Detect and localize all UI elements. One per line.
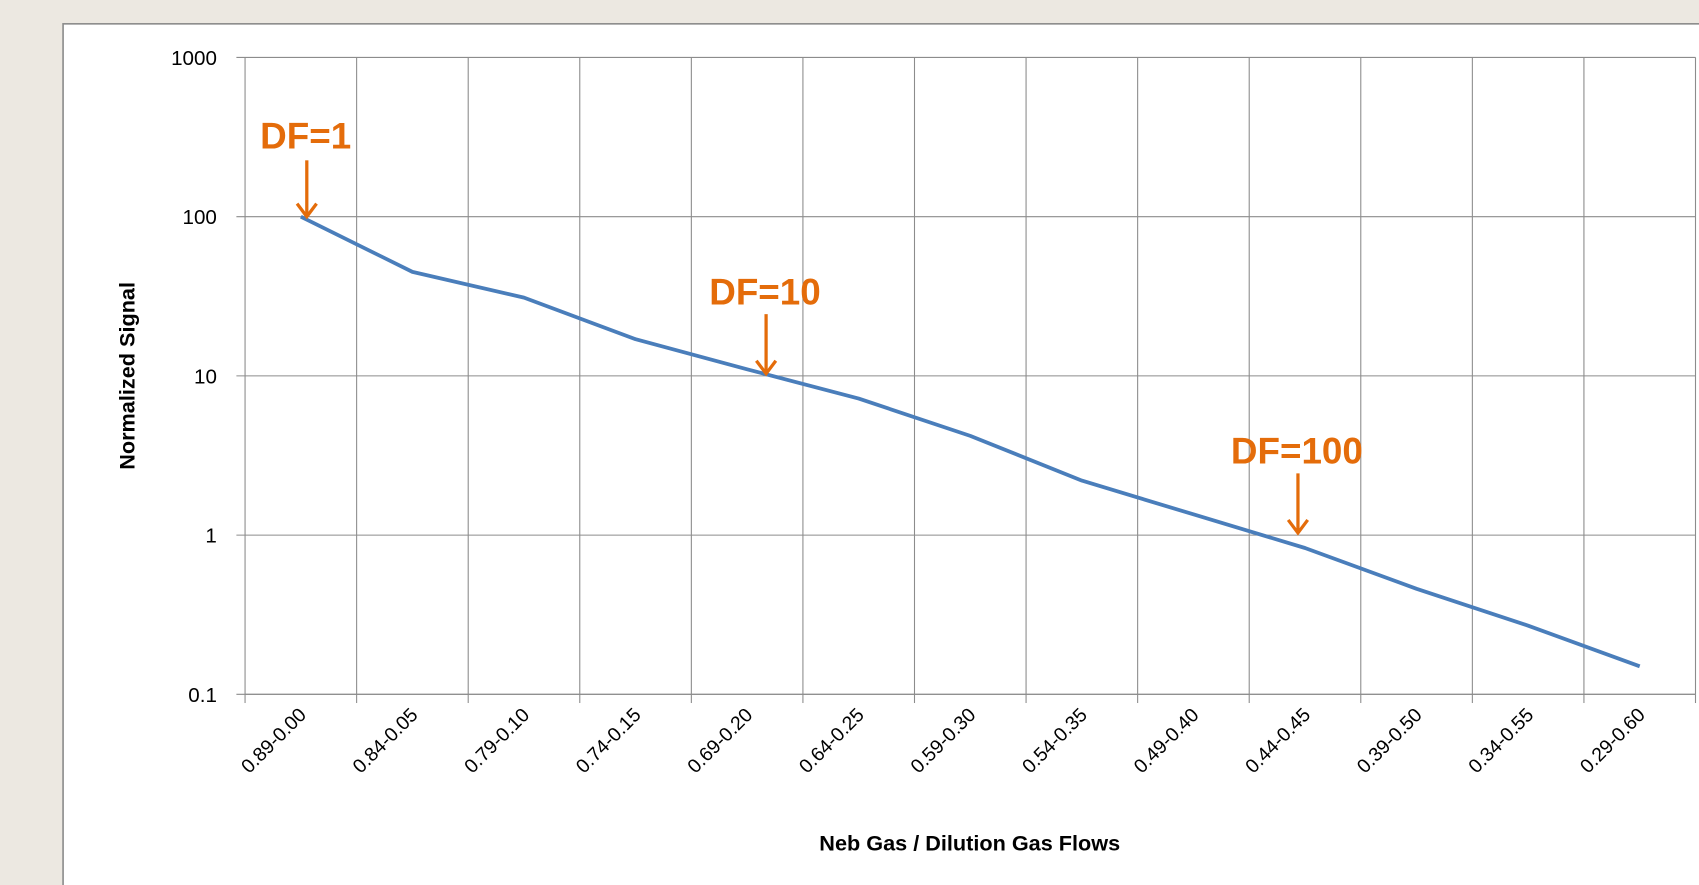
y-axis-title: Normalized Signal bbox=[115, 282, 140, 470]
y-tick-label: 1000 bbox=[171, 47, 217, 70]
y-tick-label: 100 bbox=[183, 206, 217, 229]
data-line bbox=[300, 214, 1641, 669]
annotation-arrowhead bbox=[295, 202, 318, 220]
y-tick-label: 10 bbox=[194, 365, 217, 388]
y-tick-label: 1 bbox=[205, 525, 216, 548]
chart-frame bbox=[62, 23, 1699, 885]
annotation-arrowhead bbox=[755, 359, 778, 377]
annotation: DF=10 bbox=[709, 271, 821, 312]
x-axis-title: Neb Gas / Dilution Gas Flows bbox=[819, 830, 1120, 855]
annotation: DF=1 bbox=[260, 115, 351, 156]
annotation: DF=100 bbox=[1231, 431, 1363, 472]
y-tick-label: 0.1 bbox=[188, 684, 217, 707]
annotation-arrowhead bbox=[1286, 518, 1310, 536]
